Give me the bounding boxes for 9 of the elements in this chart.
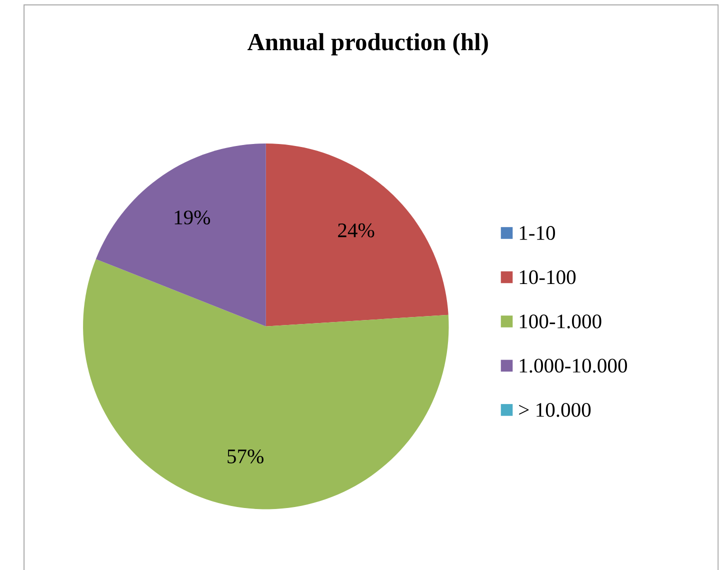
legend-label: 100-1.000: [520, 314, 602, 328]
legend-label: > 10.000: [519, 402, 591, 417]
legend-label: 1-10: [520, 226, 556, 240]
data-label: 24%: [338, 223, 374, 238]
data-label: 57%: [228, 449, 264, 464]
legend-label: 1.000-10.000: [520, 358, 627, 373]
legend-label: 10-100: [520, 270, 576, 284]
chart-title: Annual production (hl): [248, 33, 488, 56]
data-label: 19%: [174, 210, 210, 224]
